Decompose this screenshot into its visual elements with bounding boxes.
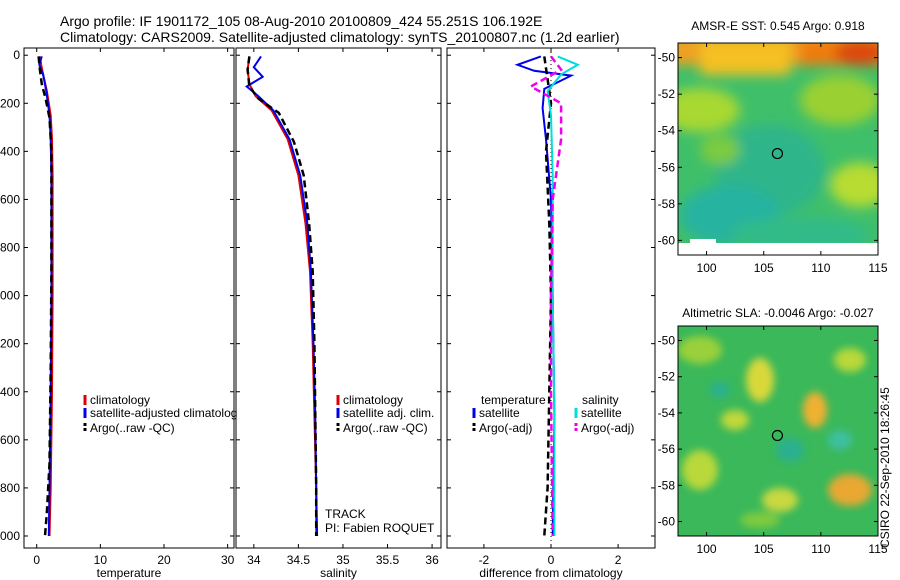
temperature-xlabel: temperature <box>97 566 162 580</box>
difference-series-line <box>543 56 553 537</box>
temperature-xtick-label: 20 <box>157 553 171 567</box>
temperature-panel: 0 200 400 600 800 1000 1200 1400 1600 1800 2000 0 10… <box>0 47 237 580</box>
salinity-legend-argo-label: Argo(..raw -QC) <box>343 421 428 435</box>
difference-xtick-label: 0 <box>548 553 555 567</box>
temperature-ytick-label: 1400 <box>0 385 20 399</box>
temperature-xtick-label: 10 <box>94 553 108 567</box>
temperature-ytick-label: 600 <box>0 192 20 206</box>
sst_map-argo-marker <box>771 147 784 160</box>
difference-legend-header-salinity: salinity <box>582 393 619 407</box>
sst_map-ytick-label: -50 <box>658 51 676 65</box>
sla_map-argo-marker <box>771 429 784 442</box>
pi-annotation: PI: Fabien ROQUET <box>325 521 435 535</box>
sst_map-xtick-label: 100 <box>697 261 717 275</box>
salinity-xtick-label: 36 <box>425 553 439 567</box>
sla_map-xtick-label: 110 <box>811 542 830 556</box>
sst_map-ytick-label: -56 <box>658 160 676 174</box>
sla_map-title: Altimetric SLA: -0.0046 Argo: -0.027 <box>682 306 874 320</box>
sst_map-title: AMSR-E SST: 0.545 Argo: 0.918 <box>691 19 865 33</box>
difference-legend-sal-satellite-label: satellite <box>581 406 622 420</box>
difference-series-line <box>528 55 563 537</box>
sst_map-ytick-label: -60 <box>658 233 676 247</box>
sst_map-xtick-label: 110 <box>811 261 830 275</box>
sst_map-frame <box>677 42 879 256</box>
temperature-ytick-label: 0 <box>13 48 20 62</box>
difference-xlabel: difference from climatology <box>479 566 622 580</box>
sla_map-xtick-label: 100 <box>697 542 717 556</box>
difference-xtick-label: -2 <box>479 553 490 567</box>
salinity-series-line <box>246 56 318 536</box>
sst-heatmap <box>678 43 878 255</box>
track-annotation: TRACK <box>325 507 366 521</box>
sst_map-xtick-label: 105 <box>754 261 774 275</box>
sla_map-frame <box>677 325 879 537</box>
temperature-xtick-label: 0 <box>33 553 40 567</box>
sla_map-xtick-label: 115 <box>868 542 887 556</box>
sla_map-ytick-label: -52 <box>658 370 676 384</box>
temperature-ytick-label: 400 <box>0 144 20 158</box>
difference-legend-temp-argo-label: Argo(-adj) <box>479 421 532 435</box>
salinity-series-line <box>246 56 318 536</box>
plot-panels: 0200400600800100012001400160018002000010… <box>0 19 888 580</box>
figure-title-line1: Argo profile: IF 1901172_105 08-Aug-2010… <box>60 13 542 29</box>
figure-title-line2: Climatology: CARS2009. Satellite-adjuste… <box>60 29 620 45</box>
temperature-ytick-label: 1800 <box>0 481 20 495</box>
sla_map-ytick-label: -54 <box>658 406 676 420</box>
sst_map-xtick-label: 115 <box>868 261 887 275</box>
temperature-legend-climatology-label: climatology <box>90 393 150 407</box>
sla_map-xtick-label: 105 <box>754 542 774 556</box>
sla_map-ytick-label: -50 <box>658 333 676 347</box>
temperature-ytick-label: 2000 <box>0 529 20 543</box>
salinity-xtick-label: 35.5 <box>376 553 400 567</box>
sla_map-ytick-label: -58 <box>658 478 676 492</box>
sst_map-panel: AMSR-E SST: 0.545 Argo: 0.918 -50 -52 -54 -5… <box>658 19 888 275</box>
sla_map-ytick-label: -60 <box>658 515 676 529</box>
sst_map-ytick-label: -52 <box>658 87 676 101</box>
sst_map-ytick-label: -54 <box>658 124 676 138</box>
difference-legend-sal-argo-label: Argo(-adj) <box>581 421 634 435</box>
side-stamp: CSIRO 22-Sep-2010 18:26:45 <box>878 387 892 548</box>
temperature-ytick-label: 1600 <box>0 433 20 447</box>
salinity-xtick-label: 34.5 <box>287 553 311 567</box>
difference-legend-header-temperature: temperature <box>481 393 546 407</box>
temperature-xtick-label: 30 <box>221 553 235 567</box>
temperature-series-line <box>37 56 53 537</box>
salinity-frame <box>235 47 442 549</box>
difference-legend-temp-satellite-label: satellite <box>479 406 520 420</box>
temperature-legend-satellite-label: satellite-adjusted climatolog <box>90 406 237 420</box>
salinity-xtick-label: 34 <box>247 553 261 567</box>
sst_map-ytick-label: -58 <box>658 197 676 211</box>
difference-series-line <box>546 55 581 536</box>
temperature-ytick-label: 1000 <box>0 289 20 303</box>
sla_map-panel: Altimetric SLA: -0.0046 Argo: -0.027 -50 -… <box>658 306 888 556</box>
temperature-ytick-label: 200 <box>0 96 20 110</box>
difference-xtick-label: 2 <box>615 553 622 567</box>
salinity-legend-satellite-label: satellite adj. clim. <box>343 406 434 420</box>
salinity-legend-climatology-label: climatology <box>343 393 403 407</box>
salinity-xtick-label: 35 <box>336 553 350 567</box>
salinity-xlabel: salinity <box>320 566 357 580</box>
temperature-frame <box>23 47 235 549</box>
temperature-legend-argo-label: Argo(..raw -QC) <box>90 421 175 435</box>
difference-series-line <box>514 55 575 537</box>
sla-heatmap <box>678 326 878 536</box>
salinity-panel: 34 34.5 35 35.5 36 salinity climatologysatelli… <box>235 47 442 580</box>
sla_map-ytick-label: -56 <box>658 442 676 456</box>
temperature-ytick-label: 800 <box>0 241 20 255</box>
temperature-ytick-label: 1200 <box>0 337 20 351</box>
